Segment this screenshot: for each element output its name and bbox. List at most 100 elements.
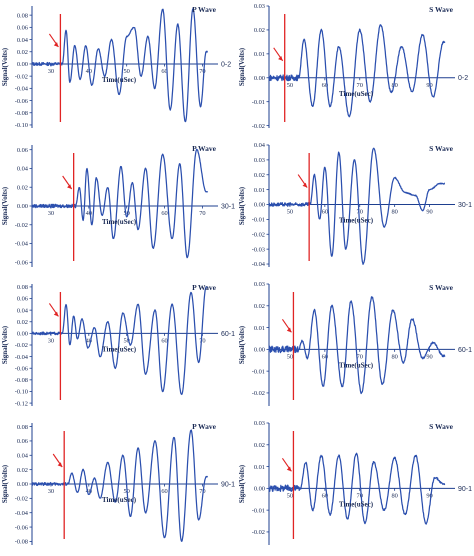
chart-title: S Wave bbox=[429, 422, 453, 431]
chart-title: P Wave bbox=[192, 5, 216, 14]
y-tick-label: 0.00 bbox=[17, 203, 28, 210]
x-tick-label: 70 bbox=[199, 68, 205, 75]
chart-title: P Wave bbox=[192, 144, 216, 153]
chart-title: S Wave bbox=[429, 283, 453, 292]
y-tick-label: -0.04 bbox=[15, 241, 29, 248]
x-tick-label: 50 bbox=[287, 209, 293, 216]
y-axis-label: Signal(Volts) bbox=[238, 325, 246, 364]
chart-svg-p-30-1: 0.06 0.04 0.02 0.00 -0.02 -0.04 -0.06 30 40 50 60 7… bbox=[1, 144, 235, 267]
chart-svg-p-90-1: 0.08 0.06 0.04 0.02 0.00 -0.02 -0.04 -0.06 -0.08… bbox=[1, 422, 235, 546]
y-tick-label: -0.02 bbox=[252, 390, 265, 397]
y-tick-label: 0.08 bbox=[17, 12, 28, 19]
y-tick-label: -0.02 bbox=[15, 222, 28, 229]
x-tick-label: 60 bbox=[161, 337, 167, 344]
x-tick-label: 60 bbox=[322, 353, 328, 360]
waveform-line bbox=[268, 24, 446, 118]
y-axis-label: Signal(Volts) bbox=[1, 186, 9, 225]
x-tick-label: 70 bbox=[357, 492, 363, 499]
y-axis-label: Signal(Volts) bbox=[238, 47, 246, 86]
y-tick-label: -0.06 bbox=[15, 98, 28, 105]
y-tick-label: 0.01 bbox=[254, 325, 265, 332]
x-tick-label: 70 bbox=[357, 82, 363, 89]
series-label: 60-1 bbox=[221, 331, 235, 338]
y-tick-label: -0.02 bbox=[15, 73, 28, 80]
y-tick-label: -0.02 bbox=[252, 529, 265, 536]
y-tick-label: -0.01 bbox=[252, 99, 265, 106]
y-tick-label: 0.04 bbox=[254, 142, 266, 149]
y-tick-label: 0.08 bbox=[17, 424, 28, 431]
waveform-line bbox=[31, 429, 208, 543]
x-tick-label: 70 bbox=[199, 488, 205, 495]
chart-s-90-1: 0.03 0.02 0.01 0.00 -0.01 -0.02 50 60 70 80 90 90-1… bbox=[237, 417, 474, 556]
x-axis-label: Time(uSec) bbox=[339, 361, 374, 369]
x-tick-label: 70 bbox=[199, 210, 205, 217]
y-axis-label: Signal(Volts) bbox=[1, 464, 9, 503]
chart-s-30-1: 0.04 0.03 0.02 0.01 0.00 -0.01 -0.02 -0.03 -0.04… bbox=[237, 139, 474, 278]
y-tick-label: 0.02 bbox=[254, 27, 265, 34]
y-axis-label: Signal(Volts) bbox=[1, 325, 9, 364]
arrival-arrowhead bbox=[53, 311, 59, 317]
x-axis-label: Time(uSec) bbox=[339, 90, 374, 98]
series-label: 60-1 bbox=[458, 347, 472, 354]
y-tick-label: 0.08 bbox=[17, 284, 28, 291]
x-axis-label: Time(uSec) bbox=[102, 76, 137, 84]
y-tick-label: 0.03 bbox=[254, 157, 265, 164]
y-tick-label: 0.02 bbox=[17, 49, 28, 56]
chart-svg-p-60-1: 0.08 0.06 0.04 0.02 0.00 -0.02 -0.04 -0.06 -0.08… bbox=[1, 283, 235, 407]
x-tick-label: 50 bbox=[287, 82, 293, 89]
y-tick-label: 0.06 bbox=[17, 438, 28, 445]
arrival-arrowhead bbox=[286, 466, 292, 472]
x-axis-label: Time(uSec) bbox=[339, 500, 374, 508]
y-tick-label: 0.04 bbox=[17, 166, 29, 173]
y-tick-label: 0.02 bbox=[254, 172, 265, 179]
y-tick-label: 0.01 bbox=[254, 464, 265, 471]
x-tick-label: 80 bbox=[391, 209, 397, 216]
y-tick-label: -0.01 bbox=[252, 217, 265, 224]
waveform-line bbox=[268, 296, 446, 395]
chart-p-60-1: 0.08 0.06 0.04 0.02 0.00 -0.02 -0.04 -0.06 -0.08… bbox=[0, 278, 237, 417]
arrival-arrowhead bbox=[286, 327, 292, 333]
y-tick-label: 0.02 bbox=[254, 442, 265, 449]
y-tick-label: -0.02 bbox=[252, 123, 265, 130]
y-tick-label: 0.02 bbox=[17, 184, 28, 191]
series-label: 0-2 bbox=[221, 61, 231, 68]
y-tick-label: -0.10 bbox=[15, 122, 28, 129]
x-tick-label: 80 bbox=[391, 353, 397, 360]
chart-title: P Wave bbox=[192, 283, 216, 292]
chart-s-60-1: 0.03 0.02 0.01 0.00 -0.01 -0.02 50 60 70 80 90 60-1… bbox=[237, 278, 474, 417]
y-tick-label: -0.01 bbox=[252, 368, 265, 375]
chart-title: S Wave bbox=[429, 144, 453, 153]
series-label: 90-1 bbox=[458, 486, 472, 493]
series-label: 30-1 bbox=[221, 203, 235, 210]
y-tick-label: 0.00 bbox=[254, 75, 265, 82]
y-axis-label: Signal(Volts) bbox=[238, 464, 246, 503]
x-tick-label: 60 bbox=[322, 82, 328, 89]
y-tick-label: 0.06 bbox=[17, 147, 28, 154]
x-tick-label: 30 bbox=[48, 488, 54, 495]
y-axis-label: Signal(Volts) bbox=[238, 186, 246, 225]
x-tick-label: 60 bbox=[161, 68, 167, 75]
x-tick-label: 50 bbox=[287, 353, 293, 360]
waveform-line bbox=[31, 8, 208, 123]
y-tick-label: 0.00 bbox=[17, 331, 28, 338]
y-tick-label: -0.02 bbox=[252, 231, 265, 238]
chart-p-90-1: 0.08 0.06 0.04 0.02 0.00 -0.02 -0.04 -0.06 -0.08… bbox=[0, 417, 237, 556]
y-tick-label: 0.04 bbox=[17, 307, 29, 314]
y-tick-label: -0.04 bbox=[15, 354, 29, 361]
x-axis-label: Time(uSec) bbox=[102, 218, 137, 226]
x-tick-label: 60 bbox=[161, 488, 167, 495]
y-tick-label: 0.02 bbox=[254, 303, 265, 310]
y-tick-label: 0.00 bbox=[17, 61, 28, 68]
x-tick-label: 90 bbox=[426, 209, 432, 216]
y-tick-label: 0.03 bbox=[254, 281, 265, 288]
y-tick-label: -0.01 bbox=[252, 507, 265, 514]
chart-p-30-1: 0.06 0.04 0.02 0.00 -0.02 -0.04 -0.06 30 40 50 60 7… bbox=[0, 139, 237, 278]
y-tick-label: -0.02 bbox=[15, 496, 28, 503]
y-tick-label: 0.00 bbox=[254, 486, 265, 493]
chart-svg-s-60-1: 0.03 0.02 0.01 0.00 -0.01 -0.02 50 60 70 80 90 60-1… bbox=[238, 281, 472, 406]
x-tick-label: 30 bbox=[48, 68, 54, 75]
x-axis-label: Time(uSec) bbox=[339, 217, 374, 225]
y-tick-label: 0.01 bbox=[254, 187, 265, 194]
y-tick-label: -0.04 bbox=[15, 86, 29, 93]
